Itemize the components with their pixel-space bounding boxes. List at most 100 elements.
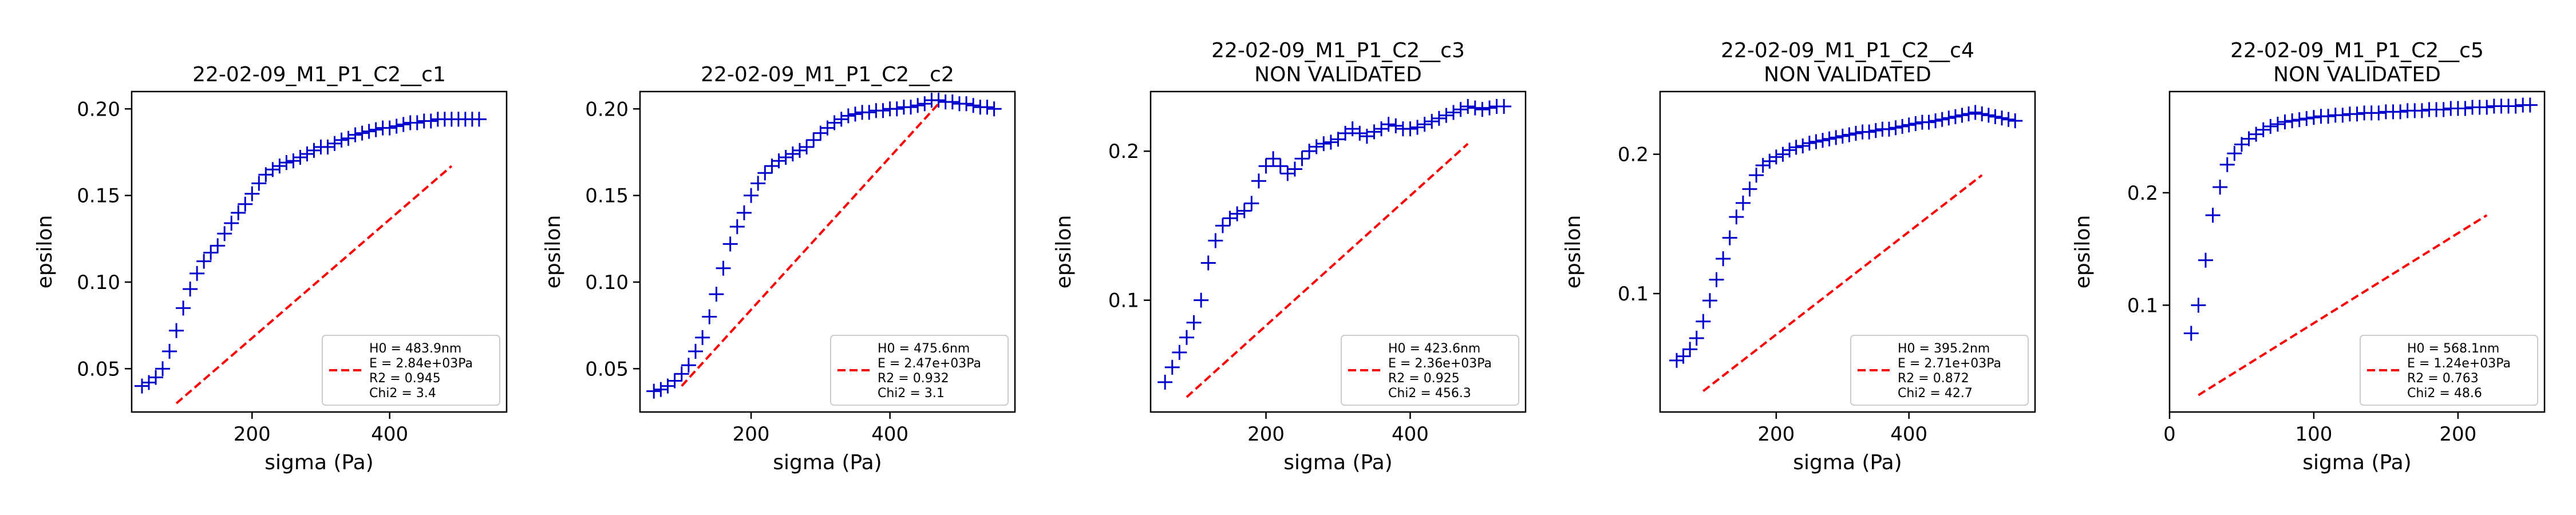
chart-2-point: [695, 330, 710, 345]
chart-4-point: [1762, 153, 1777, 169]
chart-3-frame: [1149, 90, 1527, 413]
chart-4-point: [1881, 121, 1897, 137]
chart-4-y-tick-label: 0.1: [1618, 283, 1649, 306]
chart-3-point: [1366, 124, 1382, 140]
chart-1-frame: [131, 90, 508, 413]
chart-2-point: [785, 146, 800, 161]
chart-1-point: [396, 117, 411, 132]
chart-3-point: [1482, 100, 1498, 116]
chart-2-point: [875, 103, 891, 118]
chart-4-point: [1928, 113, 1943, 129]
chart-1-y-axis-label: epsilon: [33, 215, 57, 289]
chart-1-point: [148, 370, 164, 385]
chart-3-x-tick-label: 200: [1247, 423, 1285, 446]
chart-1-point: [155, 361, 171, 377]
chart-2-point: [889, 101, 904, 117]
chart-2-point: [959, 96, 974, 112]
chart-4-legend-text-4: Chi2 = 42.7: [1898, 386, 1973, 401]
chart-1-x-axis-label: sigma (Pa): [264, 451, 373, 474]
chart-2-point: [736, 205, 752, 220]
chart-2-point: [931, 93, 946, 108]
chart-3-point: [1323, 134, 1338, 150]
chart-2-legend-text-2: E = 2.47e+03Pa: [878, 356, 981, 371]
chart-3-point: [1258, 159, 1274, 174]
chart-2-point: [903, 100, 919, 115]
chart-3-point: [1244, 196, 1259, 211]
chart-2-point: [910, 98, 926, 113]
chart-3-point: [1330, 132, 1346, 147]
chart-2-series-1: [646, 93, 1002, 399]
chart-2-point: [653, 382, 669, 397]
chart-5-x-tick-label: 100: [2295, 423, 2332, 446]
chart-3-y-axis-label: epsilon: [1052, 215, 1076, 289]
chart-2-point: [646, 383, 662, 399]
chart-5-point: [2219, 157, 2235, 172]
chart-1-point: [196, 253, 212, 269]
chart-5-point: [2212, 180, 2228, 195]
chart-4-point: [1994, 110, 2010, 126]
chart-1-x-tick-label: 200: [234, 423, 271, 446]
chart-2-point: [674, 366, 689, 382]
chart-4-point: [1868, 123, 1883, 138]
chart-5-point: [2508, 98, 2523, 114]
chart-2-legend-box: [830, 335, 1009, 406]
chart-1-point: [306, 142, 322, 158]
chart-4-point: [1689, 330, 1704, 346]
chart-3-point: [1287, 161, 1302, 177]
chart-4-point: [1835, 128, 1850, 144]
chart-5-point: [2277, 114, 2293, 130]
chart-2-x-tick-label: 200: [733, 423, 770, 446]
chart-3-title-line-2: NON VALIDATED: [1254, 63, 1422, 86]
chart-4-point: [1815, 133, 1831, 148]
chart-5-point: [2458, 101, 2473, 116]
chart-2-point: [716, 260, 731, 276]
chart-4-y-tick-label: 0.2: [1618, 144, 1649, 167]
chart-5-point: [2522, 97, 2538, 113]
chart-4-fit-line: [1702, 174, 1983, 393]
chart-4-point: [1988, 109, 2003, 124]
chart-2-point: [750, 176, 766, 191]
chart-4-point: [1822, 131, 1837, 146]
chart-3-point: [1179, 330, 1194, 345]
chart-1-point: [231, 205, 246, 220]
chart-2-legend-text-4: Chi2 = 3.1: [878, 386, 945, 401]
chart-5-point: [2299, 111, 2314, 126]
chart-1-point: [341, 130, 356, 146]
chart-5-point: [2285, 113, 2300, 129]
chart-4-point: [1696, 314, 1711, 329]
chart-4-point: [1941, 110, 1957, 126]
chart-4-x-tick-label: 200: [1757, 423, 1795, 446]
chart-4-point: [1808, 134, 1824, 149]
chart-3-point: [1215, 218, 1230, 233]
chart-3-point: [1236, 203, 1252, 219]
chart-2-point: [792, 142, 807, 158]
chart-4-title-line-2: NON VALIDATED: [1764, 63, 1931, 86]
chart-5-y-tick-label: 0.1: [2127, 294, 2158, 317]
chart-4-point: [1967, 105, 1983, 120]
chart-4-point: [1735, 195, 1751, 211]
chart-4-point: [1669, 352, 1684, 368]
chart-1-point: [361, 124, 377, 139]
chart-4-point: [1828, 130, 1844, 145]
chart-4-point: [1782, 142, 1797, 158]
chart-4-y-axis-label: epsilon: [1562, 215, 1585, 289]
chart-5-y-tick-label: 0.2: [2127, 182, 2158, 205]
chart-1-point: [217, 226, 232, 241]
chart-4-legend-box: [1850, 335, 2029, 406]
chart-1-point: [224, 216, 239, 231]
chart-5-title-line-1: 22-02-09_M1_P1_C2__c5: [2230, 39, 2484, 62]
chart-2-point: [945, 94, 960, 110]
chart-5-point: [2255, 122, 2271, 137]
chart-1-point: [210, 238, 226, 253]
chart-2-point: [966, 98, 981, 113]
chart-1-point: [176, 300, 191, 316]
chart-4-point: [1888, 120, 1903, 136]
chart-1-x-tick-label: 400: [371, 423, 408, 446]
chart-3-point: [1316, 136, 1332, 152]
chart-2-x-axis-label: sigma (Pa): [773, 451, 882, 474]
chart-5-legend-box: [2360, 335, 2538, 406]
